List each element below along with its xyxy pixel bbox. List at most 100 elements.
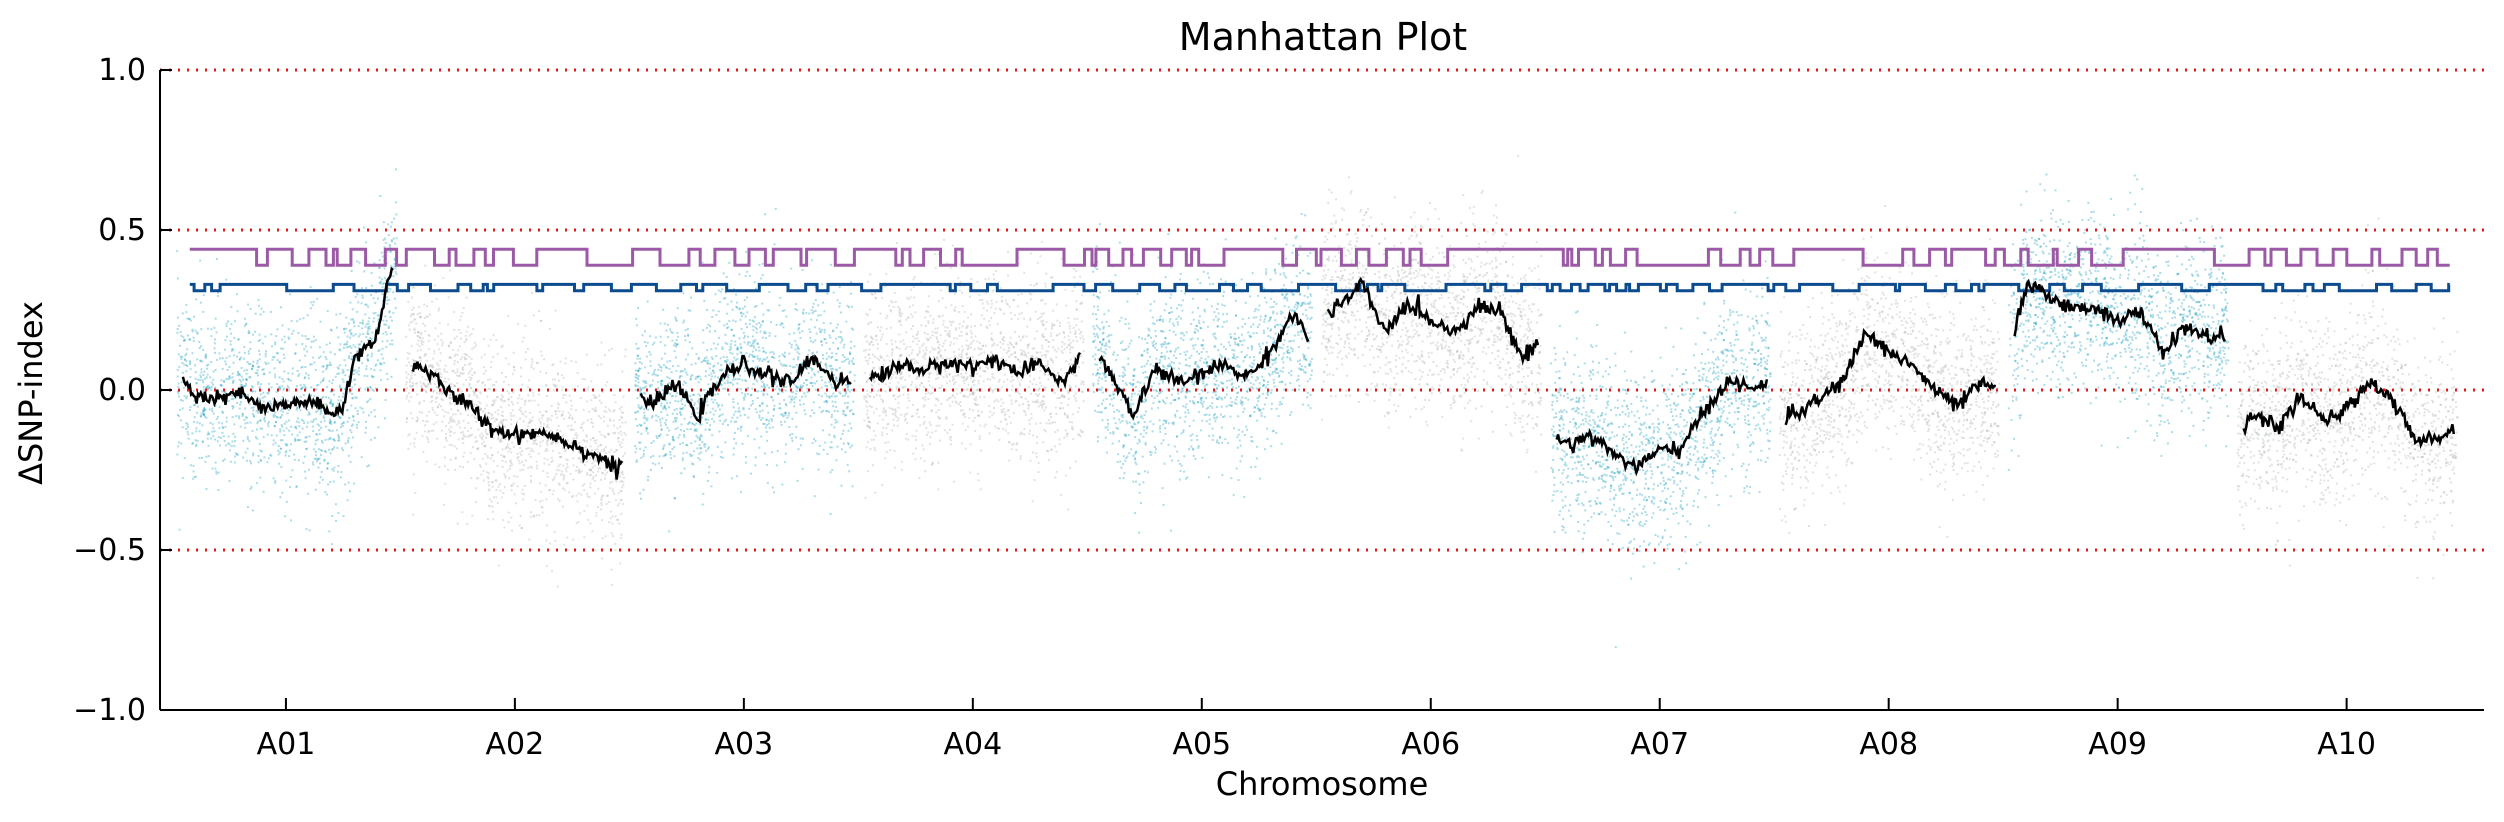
snp-point xyxy=(552,389,555,392)
snp-point xyxy=(600,504,603,507)
snp-point xyxy=(524,358,527,361)
snp-point xyxy=(387,325,390,328)
snp-point xyxy=(500,440,503,443)
snp-point xyxy=(697,400,699,403)
snp-point xyxy=(450,425,453,428)
snp-point xyxy=(252,364,254,367)
snp-point xyxy=(561,434,564,437)
snp-point xyxy=(459,319,462,321)
snp-point xyxy=(320,420,322,423)
snp-point xyxy=(678,375,681,378)
snp-point xyxy=(791,366,794,369)
snp-point xyxy=(693,428,696,431)
snp-point xyxy=(738,362,741,365)
snp-point xyxy=(324,438,327,441)
snp-point xyxy=(684,339,687,342)
snp-point xyxy=(194,475,197,478)
snp-point xyxy=(377,350,380,353)
snp-point xyxy=(703,299,706,302)
snp-point xyxy=(600,449,603,452)
snp-point xyxy=(851,444,854,447)
snp-point xyxy=(1044,282,1047,285)
snp-point xyxy=(562,478,565,481)
snp-point xyxy=(418,312,421,315)
snp-point xyxy=(533,439,536,442)
snp-point xyxy=(458,374,461,377)
snp-point xyxy=(338,395,341,398)
snp-point xyxy=(436,396,438,399)
snp-point xyxy=(850,427,853,430)
snp-point xyxy=(439,384,442,387)
snp-point xyxy=(465,296,468,299)
snp-point xyxy=(593,457,596,460)
snp-point xyxy=(234,440,236,443)
snp-point xyxy=(1055,470,1058,473)
snp-point xyxy=(319,320,322,323)
snp-point xyxy=(820,331,823,334)
snp-point xyxy=(775,464,778,467)
snp-point xyxy=(520,366,522,369)
snp-point xyxy=(863,419,866,422)
snp-point xyxy=(527,447,530,450)
snp-point xyxy=(429,364,432,367)
snp-point xyxy=(367,339,370,341)
snp-point xyxy=(541,414,544,417)
snp-point xyxy=(620,536,622,539)
snp-point xyxy=(894,300,897,303)
snp-point xyxy=(381,340,384,343)
snp-point xyxy=(492,518,495,521)
snp-point xyxy=(698,402,701,405)
snp-point xyxy=(490,404,493,407)
snp-point xyxy=(965,372,967,375)
snp-point xyxy=(205,386,208,389)
snp-point xyxy=(639,492,642,495)
snp-point xyxy=(683,467,686,470)
snp-point xyxy=(477,447,480,450)
snp-point xyxy=(711,369,714,372)
snp-point xyxy=(489,505,492,508)
snp-point xyxy=(597,415,600,418)
snp-point xyxy=(905,318,908,321)
snp-point xyxy=(240,401,242,404)
snp-point xyxy=(432,429,435,432)
snp-point xyxy=(840,336,842,338)
snp-point xyxy=(676,335,679,338)
snp-point xyxy=(349,301,352,304)
snp-point xyxy=(319,381,322,384)
snp-point xyxy=(773,491,776,494)
snp-point xyxy=(745,455,748,458)
snp-point xyxy=(270,434,273,437)
snp-point xyxy=(736,347,739,350)
snp-point xyxy=(203,410,206,413)
snp-point xyxy=(245,369,248,371)
snp-point xyxy=(705,309,708,311)
snp-point xyxy=(197,378,200,381)
snp-point xyxy=(220,384,223,387)
snp-point xyxy=(461,431,464,434)
snp-point xyxy=(186,317,189,320)
snp-point xyxy=(1063,436,1066,439)
snp-point xyxy=(312,340,315,343)
snp-point xyxy=(795,303,798,305)
snp-point xyxy=(254,330,257,333)
snp-point xyxy=(440,332,443,335)
snp-point xyxy=(426,436,428,439)
snp-point xyxy=(279,416,282,419)
snp-point xyxy=(785,364,788,367)
snp-point xyxy=(572,450,575,453)
snp-point xyxy=(646,341,649,344)
snp-point xyxy=(822,354,824,357)
snp-point xyxy=(331,515,334,517)
snp-point xyxy=(546,472,549,475)
snp-point xyxy=(370,284,373,287)
snp-point xyxy=(736,301,739,304)
snp-point xyxy=(457,409,460,412)
snp-point xyxy=(727,393,730,396)
snp-point xyxy=(847,429,850,432)
snp-point xyxy=(1002,340,1005,342)
snp-point xyxy=(574,434,577,437)
snp-point xyxy=(351,308,354,311)
snp-point xyxy=(813,382,816,385)
snp-point xyxy=(758,416,761,419)
snp-point xyxy=(444,410,447,413)
